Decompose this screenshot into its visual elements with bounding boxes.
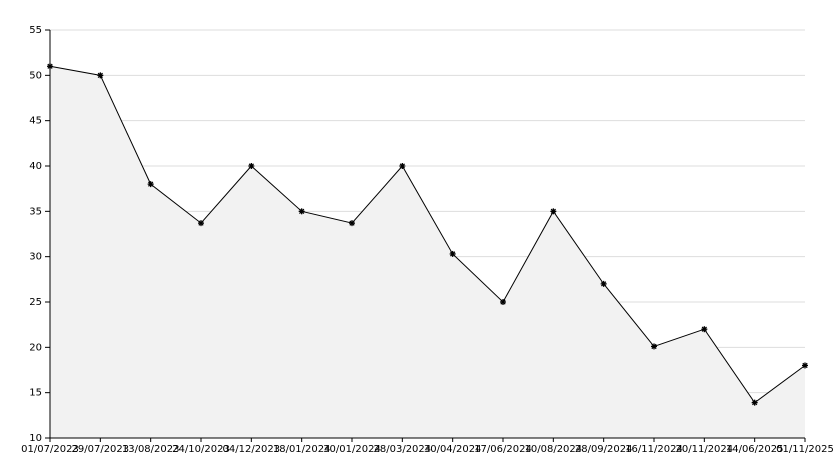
y-tick-label: 10 <box>29 433 42 444</box>
marker <box>500 299 506 305</box>
y-tick-label: 15 <box>29 388 42 399</box>
x-tick-label: 04/12/2023 <box>223 444 281 455</box>
marker <box>349 220 355 227</box>
x-tick-label: 18/01/2024 <box>273 444 331 455</box>
marker <box>97 72 104 79</box>
y-tick-label: 40 <box>29 161 42 172</box>
marker <box>651 343 657 350</box>
x-tick-label: 17/06/2024 <box>474 444 532 455</box>
marker <box>701 326 708 333</box>
area <box>50 66 805 439</box>
x-tick-label: 24/10/2023 <box>172 444 230 455</box>
x-tick-label: 28/09/2024 <box>575 444 633 455</box>
x-tick-label: 16/11/2024 <box>625 444 683 455</box>
marker <box>600 280 607 287</box>
y-tick-label: 25 <box>29 297 42 308</box>
marker <box>198 220 204 227</box>
marker <box>147 181 154 188</box>
y-tick-label: 20 <box>29 342 42 353</box>
y-tick-label: 50 <box>29 70 42 81</box>
x-tick-label: 13/08/2023 <box>122 444 180 455</box>
marker <box>550 208 557 215</box>
marker <box>399 163 406 169</box>
line <box>49 65 806 404</box>
x-tick-label: 30/04/2024 <box>424 444 482 455</box>
marker <box>248 163 255 169</box>
x-tick-label: 20/11/2024 <box>676 444 734 455</box>
y-tick-label: 30 <box>29 252 42 263</box>
x-tick-label: 30/01/2024 <box>323 444 381 455</box>
y-tick-label: 55 <box>29 25 42 36</box>
x-tick-label: 29/07/2023 <box>72 444 130 455</box>
x-tick-label: 14/06/2025 <box>726 444 784 455</box>
y-tick-label: 35 <box>29 206 42 217</box>
x-tick-label: 28/03/2024 <box>374 444 432 455</box>
y-tick-label: 45 <box>29 116 42 127</box>
marker <box>802 362 808 369</box>
x-tick-label: 10/08/2024 <box>525 444 583 455</box>
marker <box>751 399 758 406</box>
marker <box>449 250 456 257</box>
marker <box>298 208 305 215</box>
x-tick-label: 01/11/2025 <box>776 444 834 455</box>
x-tick-label: 01/07/2023 <box>21 444 79 455</box>
